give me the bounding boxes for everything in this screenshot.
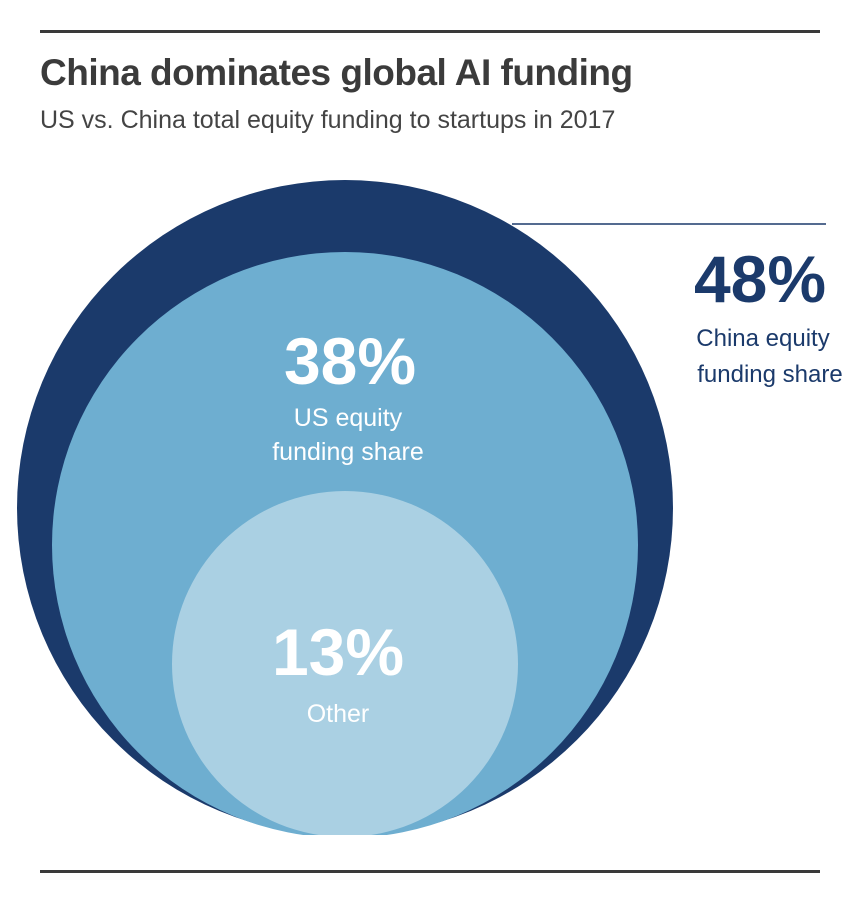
bottom-rule [40,870,820,873]
china-series-label-line2: funding share [697,361,842,388]
china-series-label-line1: China equity [696,325,829,352]
other-circle [172,491,518,835]
other-series-label: Other [307,700,370,728]
top-rule [40,30,820,33]
chart-subtitle: US vs. China total equity funding to sta… [40,106,616,134]
china-value-label: 48% [694,242,826,316]
us-value-label: 38% [284,324,416,398]
other-value-label: 13% [272,615,404,689]
us-series-label-line1: US equity [294,404,403,432]
chart-title: China dominates global AI funding [40,52,633,93]
us-series-label-line2: funding share [272,438,424,466]
